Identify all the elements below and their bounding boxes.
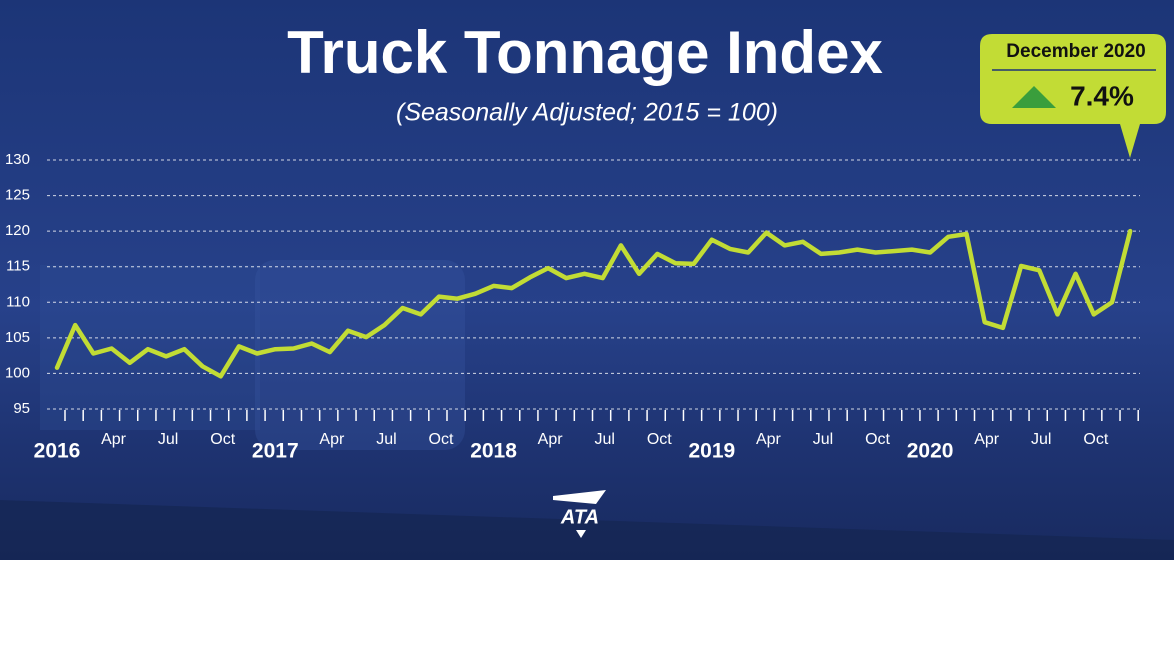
x-year-label: 2019 [688, 440, 735, 463]
up-arrow [1012, 86, 1056, 108]
y-tick-label: 125 [5, 187, 30, 204]
x-tick-label: Oct [429, 431, 454, 448]
y-tick-label: 110 [6, 293, 30, 310]
x-tick-label: Oct [865, 431, 890, 448]
logo: ATA [553, 490, 606, 538]
road [0, 500, 1174, 560]
axes: 95 100 105 110 115 120 125 130 2016 Apr Jul Oct 2017… [5, 151, 1140, 463]
y-tick-label: 115 [6, 258, 30, 275]
x-tick-label: Oct [647, 431, 672, 448]
truck-trailer [40, 265, 260, 430]
x-tick-label: Apr [538, 431, 564, 448]
logo-text: ATA [560, 506, 599, 528]
x-tick-label: Jul [1031, 431, 1051, 448]
background [0, 0, 1174, 560]
logo-flag [553, 490, 606, 504]
x-tick-label: Jul [813, 431, 833, 448]
x-year-label: 2017 [252, 440, 299, 463]
chart-subtitle: (Seasonally Adjusted; 2015 = 100) [396, 99, 778, 127]
x-year-label: 2020 [907, 440, 954, 463]
y-tick-label: 100 [5, 364, 30, 381]
callout-change: 7.4% [1070, 80, 1134, 111]
y-tick-label: 105 [5, 329, 30, 346]
x-tick-label: Oct [210, 431, 235, 448]
callout-box [980, 34, 1166, 158]
x-tick-label: Apr [974, 431, 1000, 448]
x-tick-label: Oct [1083, 431, 1108, 448]
truck-cab [255, 260, 465, 450]
callout-period: December 2020 [1006, 41, 1145, 62]
y-tick-label: 95 [13, 400, 30, 417]
y-tick-label: 120 [5, 222, 30, 239]
x-tick-label: Jul [158, 431, 178, 448]
x-year-label: 2016 [34, 440, 81, 463]
x-tick-label: Apr [319, 431, 345, 448]
x-tick-label: Apr [101, 431, 127, 448]
data-line [54, 228, 1133, 379]
x-year-label: 2018 [470, 440, 517, 463]
x-tick-label: Jul [376, 431, 396, 448]
x-tick-label: Apr [756, 431, 782, 448]
logo-mark [576, 530, 586, 538]
y-tick-label: 130 [5, 151, 30, 168]
callout: December 2020 7.4% [980, 34, 1166, 158]
chart-title: Truck Tonnage Index [287, 19, 883, 86]
x-tick-label: Jul [594, 431, 614, 448]
